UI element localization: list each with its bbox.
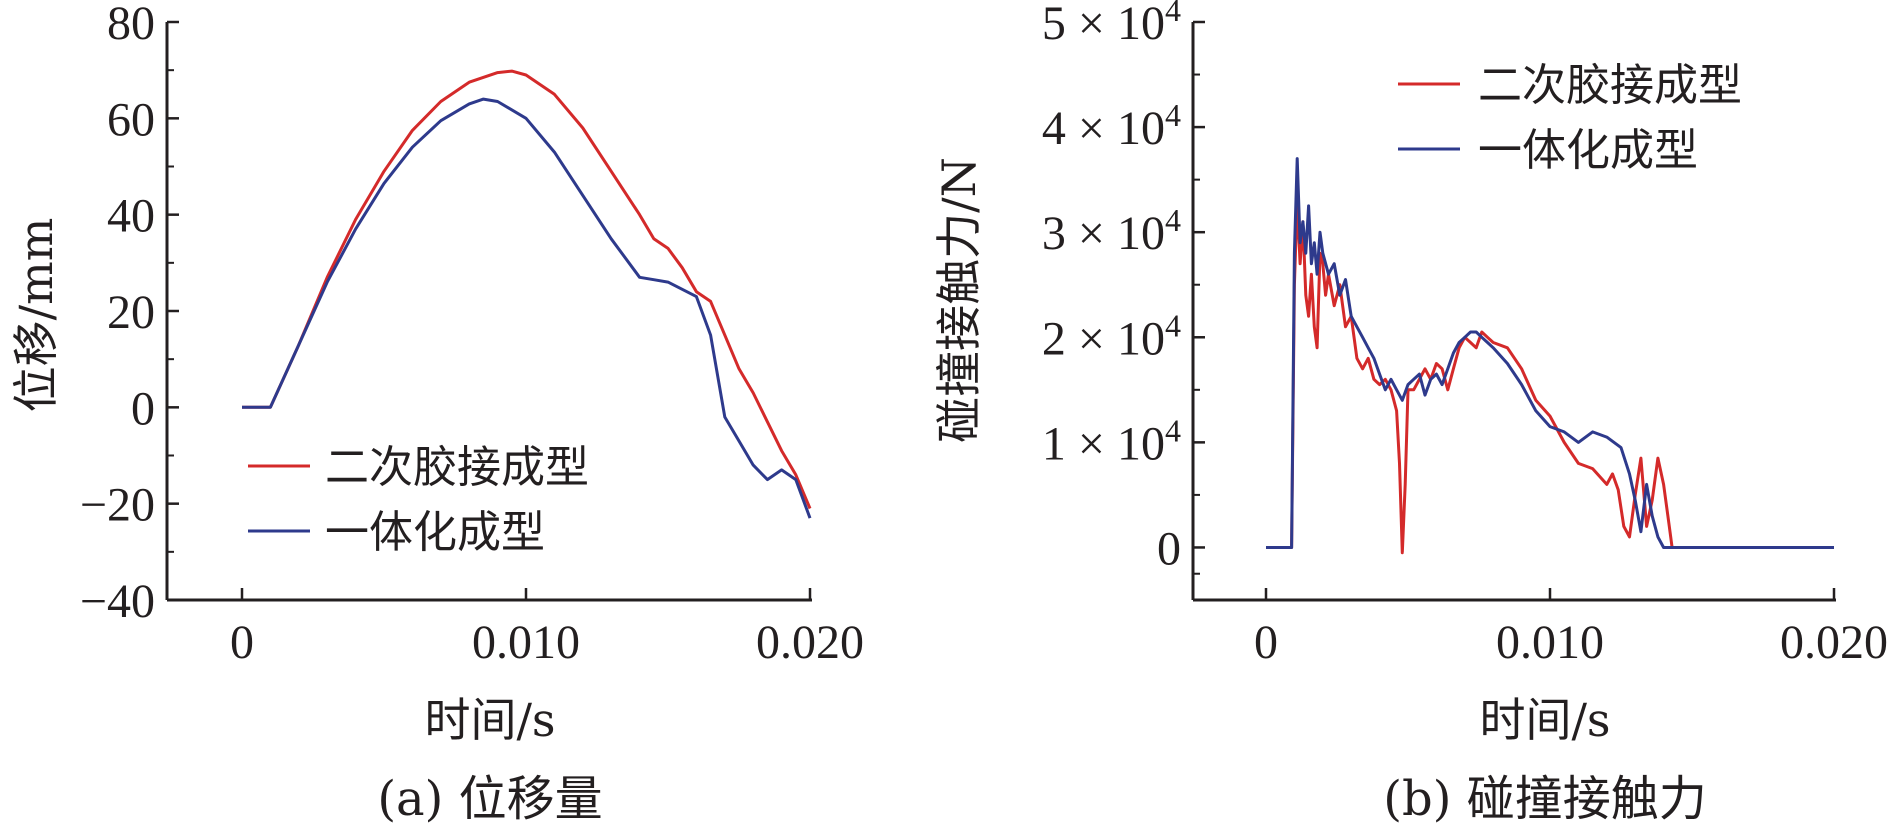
panel-b-ticks: 0 0.010 0.020 0 1 × 104 2 × 104 3 × 104 4 × 104…	[1042, 0, 1888, 669]
panel-b-xlabel: 时间/s	[1479, 693, 1610, 747]
y-tick-label: 60	[107, 93, 155, 146]
panel-a-ylabel: 位移/mm	[9, 218, 63, 413]
legend-label-series-1: 二次胶接成型	[1478, 60, 1742, 111]
panel-a-ticks: 0 0.010 0.020 −40 −20 0 20 40 60 80	[80, 0, 864, 669]
y-tick-label: 4 × 104	[1042, 97, 1181, 155]
y-tick-label: 20	[107, 286, 155, 339]
x-tick-label: 0	[230, 616, 254, 669]
x-tick-label: 0.010	[472, 616, 580, 669]
y-tick-label: 0	[1157, 522, 1181, 575]
panel-b-caption: (b) 碰撞接触力	[1383, 771, 1706, 827]
y-tick-label: 2 × 104	[1042, 307, 1181, 365]
panel-a-caption: (a) 位移量	[377, 771, 602, 827]
y-tick-label: 40	[107, 190, 155, 243]
panel-a-series-group	[242, 69, 812, 519]
panel-a-xlabel: 时间/s	[424, 693, 555, 747]
y-tick-label: 5 × 104	[1042, 0, 1181, 50]
y-tick-label: 1 × 104	[1042, 412, 1181, 470]
panel-b-series-1-line	[1266, 199, 1834, 555]
y-tick-label: 80	[107, 0, 155, 50]
panel-b-ylabel: 碰撞接触力/N	[932, 157, 986, 443]
panel-b-series-group	[1266, 157, 1834, 555]
panel-b-series-2-line	[1266, 157, 1834, 549]
legend-label-series-2: 一体化成型	[325, 507, 545, 558]
x-tick-label: 0.020	[1780, 616, 1888, 669]
y-tick-label: 0	[131, 382, 155, 435]
panel-a-displacement: 0 0.010 0.020 −40 −20 0 20 40 60 80 位移/mm 时间/s (a…	[9, 0, 864, 827]
panel-a-series-2-line	[242, 97, 812, 519]
y-tick-label: −20	[80, 479, 155, 532]
panel-a-series-1-line	[242, 69, 812, 510]
panel-b-contact-force: 0 0.010 0.020 0 1 × 104 2 × 104 3 × 104 4 × 104…	[932, 0, 1888, 827]
x-tick-label: 0.010	[1496, 616, 1604, 669]
panel-a-legend: 二次胶接成型 一体化成型	[248, 442, 589, 558]
legend-label-series-2: 一体化成型	[1478, 125, 1698, 176]
x-tick-label: 0.020	[756, 616, 864, 669]
x-tick-label: 0	[1254, 616, 1278, 669]
y-tick-label: −40	[80, 575, 155, 628]
panel-b-legend: 二次胶接成型 一体化成型	[1398, 60, 1742, 176]
panel-b-axes	[1191, 22, 1836, 602]
legend-label-series-1: 二次胶接成型	[325, 442, 589, 493]
y-tick-label: 3 × 104	[1042, 202, 1181, 260]
